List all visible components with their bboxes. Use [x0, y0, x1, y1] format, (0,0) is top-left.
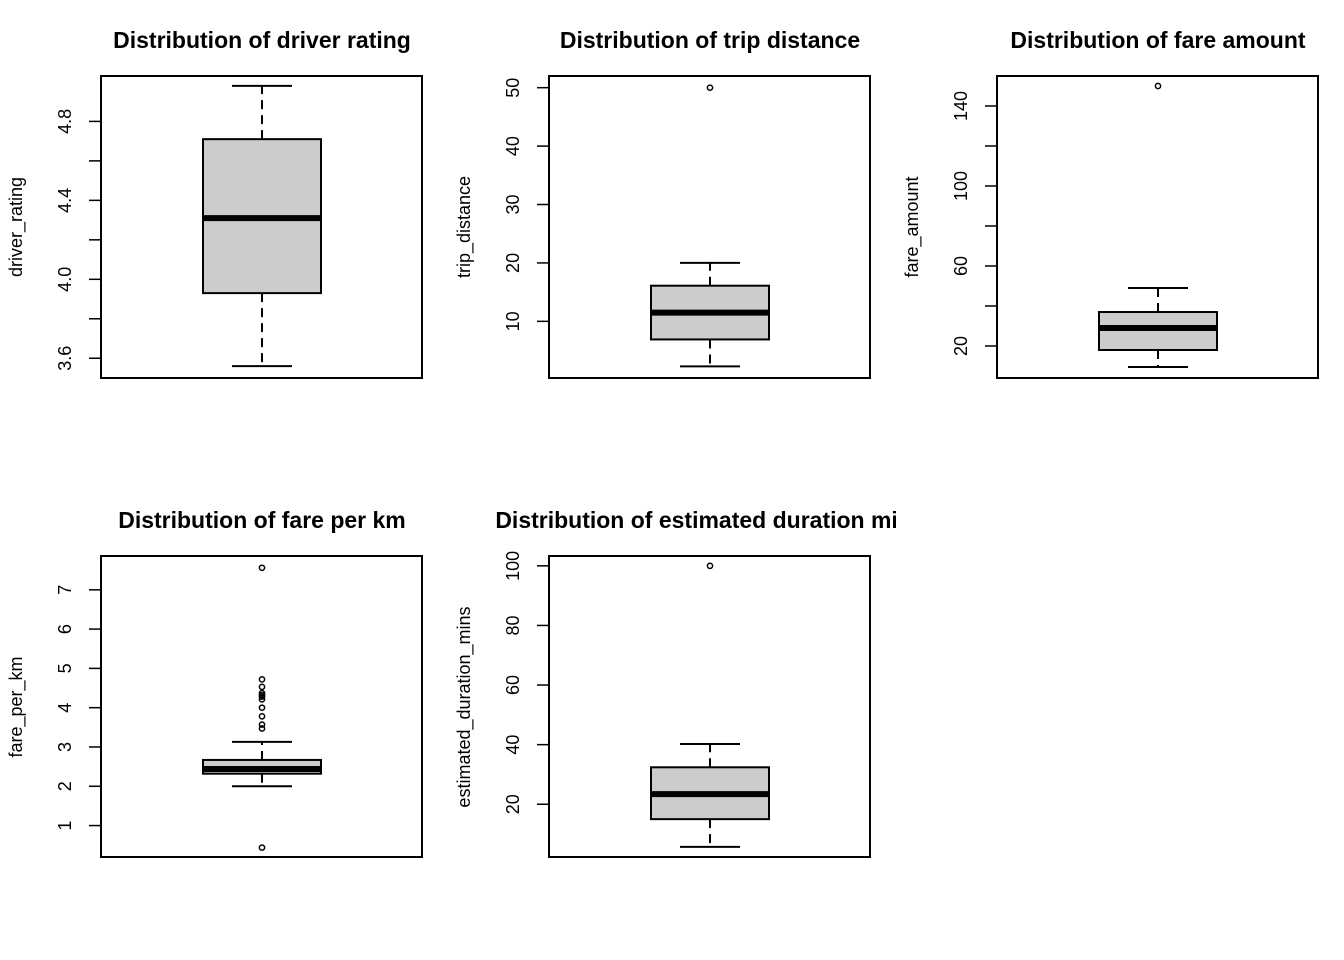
y-tick-label: 3.6: [55, 346, 75, 371]
y-tick-label: 100: [503, 551, 523, 581]
outlier-point: [258, 704, 266, 712]
y-tick-label: 4.8: [55, 109, 75, 134]
y-tick-label: 20: [503, 794, 523, 814]
y-tick-label: 80: [503, 615, 523, 635]
chart-title: Distribution of fare amount: [1010, 27, 1306, 53]
y-tick-label: 40: [503, 735, 523, 755]
y-tick-label: 60: [503, 675, 523, 695]
y-tick-label: 1: [55, 821, 75, 831]
outlier-point: [258, 676, 266, 683]
chart-title: Distribution of trip distance: [560, 27, 860, 53]
y-tick-label: 3: [55, 742, 75, 752]
panel-trip-distance: Distribution of trip distance trip_dista…: [454, 27, 871, 379]
y-tick-label: 20: [503, 253, 523, 273]
y-tick-label: 4: [55, 703, 75, 713]
y-axis-label: estimated_duration_mins: [454, 606, 475, 807]
chart-title: Distribution of estimated duration mins: [495, 507, 924, 533]
outlier-point: [258, 725, 266, 732]
outlier-point: [258, 564, 266, 572]
y-tick-label: 4.0: [55, 267, 75, 292]
y-tick-label: 40: [503, 136, 523, 156]
outlier-point: [258, 689, 266, 697]
y-tick-label: 2: [55, 781, 75, 791]
y-tick-label: 5: [55, 663, 75, 673]
panel-driver-rating: Distribution of driver rating driver_rat…: [6, 27, 423, 379]
outlier-point: [258, 721, 266, 728]
y-tick-label: 7: [55, 585, 75, 595]
panel-fare-amount: Distribution of fare amount fare_amount …: [902, 27, 1319, 379]
panel-fare-per-km: Distribution of fare per km fare_per_km …: [6, 507, 423, 858]
y-axis-label: driver_rating: [6, 177, 27, 277]
y-axis-label: trip_distance: [454, 176, 475, 278]
panel-estimated-duration: Distribution of estimated duration mins …: [454, 507, 924, 858]
outlier-point: [258, 844, 266, 851]
y-tick-label: 4.4: [55, 188, 75, 213]
outlier-point: [706, 84, 714, 92]
y-axis-label: fare_per_km: [6, 656, 27, 757]
outlier-point: [1154, 82, 1162, 90]
y-tick-label: 6: [55, 624, 75, 634]
y-tick-label: 50: [503, 78, 523, 98]
outlier-point: [258, 696, 266, 703]
outlier-point: [706, 562, 714, 570]
y-tick-label: 140: [951, 91, 971, 121]
y-tick-label: 10: [503, 311, 523, 331]
chart-title: Distribution of driver rating: [113, 27, 411, 53]
y-tick-label: 100: [951, 171, 971, 201]
outlier-point: [258, 712, 266, 720]
y-axis-label: fare_amount: [902, 176, 923, 277]
y-tick-label: 30: [503, 194, 523, 214]
outlier-point: [258, 683, 266, 691]
y-tick-label: 20: [951, 336, 971, 356]
y-tick-label: 60: [951, 256, 971, 276]
chart-title: Distribution of fare per km: [118, 507, 406, 533]
